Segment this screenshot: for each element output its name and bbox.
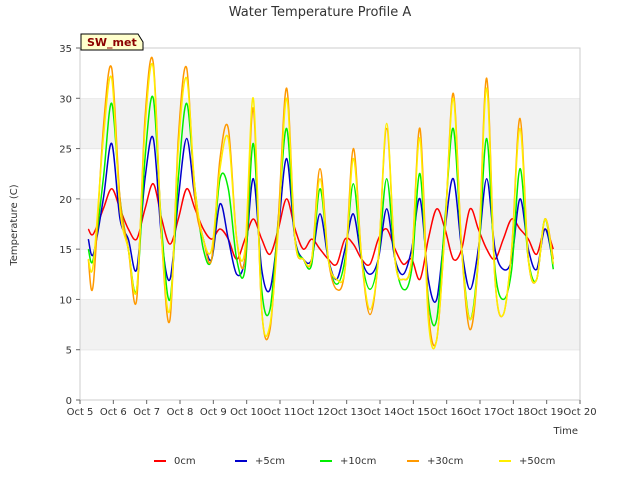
station-badge: SW_met [80, 33, 144, 51]
x-tick-label: Oct 11 [263, 407, 296, 418]
grid-band [80, 249, 580, 300]
series-lines [87, 56, 555, 350]
x-tick-label: Oct 17 [463, 407, 496, 418]
x-tick-label: Oct 8 [167, 407, 194, 418]
x-axis-ticks: Oct 5 Oct 6 Oct 7 Oct 8 Oct 9 Oct 10 Oct 11 Oct… [67, 400, 597, 418]
legend-label: +30cm [427, 456, 463, 467]
legend-label: +50cm [519, 456, 555, 467]
legend-label: +5cm [255, 456, 285, 467]
x-tick-label: Oct 9 [200, 407, 227, 418]
grid-band [80, 98, 580, 149]
x-tick-label: Oct 16 [430, 407, 463, 418]
y-tick-label: 35 [59, 44, 72, 55]
grid-band [80, 48, 580, 99]
badge-box [80, 33, 144, 51]
x-tick-label: Oct 14 [363, 407, 396, 418]
x-tick-label: Oct 20 [563, 407, 596, 418]
series-line-0cm [87, 183, 555, 281]
badge-label: SW_met [87, 36, 137, 49]
x-tick-label: Oct 12 [297, 407, 330, 418]
grid-band [80, 148, 580, 199]
y-tick-label: 5 [66, 346, 72, 357]
y-tick-label: 20 [59, 195, 72, 206]
x-tick-label: Oct 18 [497, 407, 530, 418]
legend-label: +10cm [340, 456, 376, 467]
x-tick-label: Oct 13 [330, 407, 363, 418]
y-tick-label: 0 [66, 396, 72, 407]
y-tick-label: 10 [59, 295, 72, 306]
y-tick-label: 25 [59, 145, 72, 156]
x-tick-label: Oct 10 [230, 407, 263, 418]
plot-frame [79, 47, 581, 401]
grid-band [80, 349, 580, 400]
x-tick-label: Oct 7 [133, 407, 160, 418]
y-tick-label: 15 [59, 245, 72, 256]
y-axis-label: Temperature (C) [9, 184, 20, 266]
series-line-50cm [87, 63, 555, 350]
legend: 0cm +5cm +10cm +30cm +50cm [154, 456, 555, 467]
grid-band [80, 198, 580, 250]
y-tick-label: 30 [59, 94, 72, 105]
chart-title: Water Temperature Profile A [229, 5, 412, 20]
x-axis-label: Time [553, 426, 578, 437]
x-tick-label: Oct 5 [67, 407, 94, 418]
legend-label: 0cm [174, 456, 196, 467]
x-tick-label: Oct 15 [397, 407, 430, 418]
x-tick-label: Oct 6 [100, 407, 127, 418]
grid-band [80, 299, 580, 350]
x-tick-label: Oct 19 [530, 407, 563, 418]
y-axis-ticks: 0 5 10 15 20 25 30 35 [59, 44, 80, 407]
